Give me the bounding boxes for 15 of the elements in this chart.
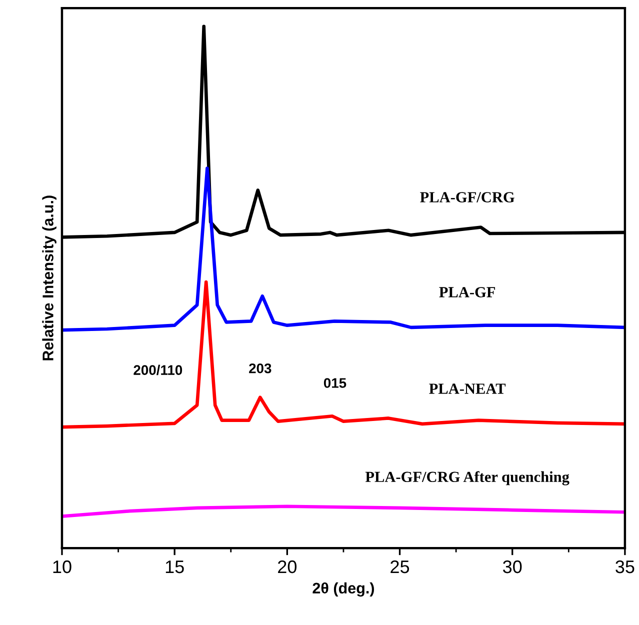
series-label: PLA-GF [439,287,496,298]
x-tick-label: 15 [166,560,184,574]
series-label: PLA-GF/CRG After quenching [365,471,570,486]
annotation: 203 [249,363,272,374]
x-axis-title: 2θ (deg.) [312,582,374,597]
x-tick-label: 25 [390,560,410,574]
x-tick-label: 10 [53,560,72,574]
x-tick-label: 20 [278,560,297,574]
series-label: PLA-NEAT [429,384,506,394]
x-tick-label: 35 [616,560,634,574]
text: PLA-GF/CRG [420,192,514,202]
annotation: 200/110 [134,364,182,376]
annotation: 015 [324,378,346,388]
x-tick-label: 30 [503,560,522,574]
y-axis-title: Relative Intensity (a.u.) [42,196,56,360]
